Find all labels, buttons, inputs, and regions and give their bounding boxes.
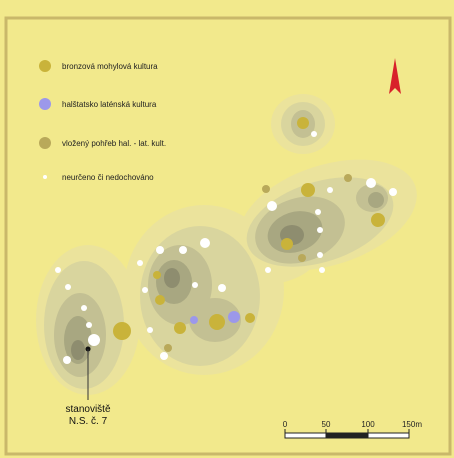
terrain-contours: [36, 94, 417, 395]
legend-label-inserted-burial: vložený pohřeb hal. - lat. kult.: [62, 139, 166, 148]
survey-station-label-line1: stanoviště: [65, 404, 110, 415]
legend: bronzová mohylová kultura halštatsko lat…: [39, 60, 166, 182]
barrows-hallstatt: [190, 311, 240, 324]
legend-symbol-inserted-burial: [39, 137, 51, 149]
survey-station: stanoviště N.S. č. 7: [65, 346, 111, 427]
scale-tick-50: 50: [322, 420, 331, 429]
legend-label-hallstatt: halštatsko laténská kultura: [62, 100, 157, 109]
legend-symbol-undetermined: [43, 175, 47, 179]
legend-label-bronze: bronzová mohylová kultura: [62, 62, 158, 71]
scale-tick-150: 150m: [402, 420, 422, 429]
legend-symbol-hallstatt: [39, 98, 51, 110]
legend-label-undetermined: neurčeno či nedochováno: [62, 173, 154, 182]
barrows-inserted-burial: [164, 174, 352, 352]
legend-symbol-bronze: [39, 60, 51, 72]
survey-station-label-line2: N.S. č. 7: [69, 416, 108, 427]
barrows-undetermined: [55, 131, 397, 364]
scale-bar: 0 50 100 150m: [283, 420, 422, 439]
scale-tick-0: 0: [283, 420, 288, 429]
map-frame: [4, 16, 452, 456]
scale-tick-100: 100: [361, 420, 375, 429]
north-arrow-icon: [389, 58, 401, 94]
barrows-bronze: [113, 117, 385, 340]
